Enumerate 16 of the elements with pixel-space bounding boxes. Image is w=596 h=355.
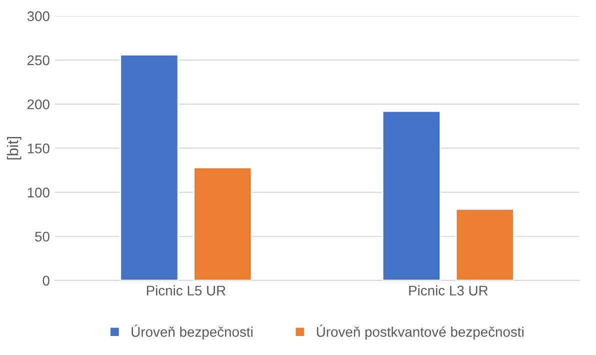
legend-label: Úroveň postkvantové bezpečnosti	[316, 324, 524, 340]
bar	[120, 54, 179, 280]
legend-label: Úroveň bezpečnosti	[132, 324, 252, 340]
bar	[455, 208, 514, 280]
y-axis-title: [bit]	[7, 136, 22, 160]
y-tick-label: 300	[27, 11, 50, 22]
bar	[193, 166, 252, 280]
bar	[382, 110, 442, 280]
x-tick-label: Picnic L5 UR	[146, 285, 226, 296]
y-tick-label: 200	[28, 99, 50, 110]
y-tick-label: 50	[35, 232, 50, 242]
x-tick-label: Picnic L3 UR	[409, 285, 488, 296]
y-tick-label: 100	[28, 188, 50, 198]
y-tick-label: 150	[28, 144, 50, 154]
y-tick-label: 0	[42, 276, 50, 286]
y-tick-label: 250	[28, 55, 50, 66]
